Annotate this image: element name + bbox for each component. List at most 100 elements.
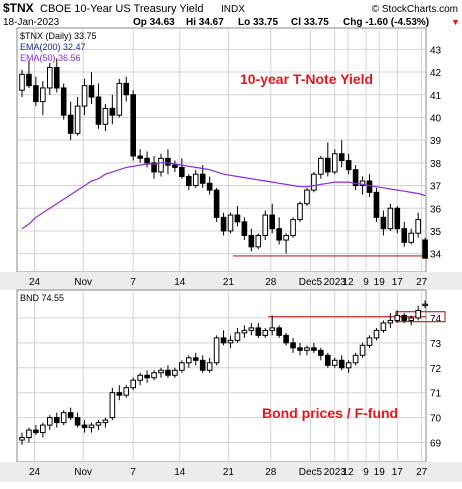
bnd-candle-body [137, 374, 143, 381]
bnd-x-tick-label: 17 [392, 467, 404, 478]
tnx-candle-body [422, 239, 428, 259]
tnx-x-tick-label: 19 [374, 277, 386, 288]
bnd-candle-body [338, 359, 345, 369]
tnx-x-tick-label: Nov [74, 277, 92, 288]
tnx-candle-body [283, 234, 289, 241]
bnd-candle-body [359, 344, 366, 356]
tnx-candle-body [220, 216, 227, 232]
bnd-x-tick-label: 2023 [324, 467, 347, 478]
tnx-y-tick-label: 42 [430, 68, 442, 79]
top-x-axis: 24 Nov 7 14 21 28 Dec5 12 19 27 2023 9 17 [29, 277, 428, 288]
bnd-candle-body [130, 379, 136, 389]
tnx-candle-body [165, 157, 171, 166]
ema50-legend: EMA(50) 36.56 [20, 53, 81, 63]
bnd-y-tick-label: 70 [430, 414, 442, 425]
bnd-x-tick-label: 12 [342, 467, 354, 478]
bnd-candle-body [179, 362, 185, 371]
bnd-candle-body [192, 357, 199, 361]
bnd-x-tick-label: 7 [130, 467, 136, 478]
bnd-candle-body [290, 342, 296, 349]
date-label: 18-Jan-2023 [3, 17, 60, 28]
tnx-y-tick-label: 43 [430, 45, 442, 56]
bnd-candle-body [401, 314, 408, 321]
bnd-candle-body [206, 362, 213, 371]
bnd-candle-body [283, 334, 289, 344]
tnx-x-tick-label: 17 [392, 277, 404, 288]
down-arrow-icon: ▼ [451, 17, 460, 27]
tnx-candle-body [394, 207, 401, 230]
tnx-candle-body [144, 157, 150, 164]
bnd-candle-body [53, 417, 60, 424]
tnx-x-tick-label: 21 [223, 277, 235, 288]
exchange-label: INDX [221, 4, 245, 15]
symbol-label: $TNX [3, 1, 34, 15]
tnx-candle-body [40, 87, 46, 103]
tnx-x-tick-label: 2023 [324, 277, 347, 288]
tnx-legend-series: $TNX (Daily) 33.75 [20, 31, 97, 41]
tnx-candle-body [33, 85, 39, 103]
tnx-candle-body [95, 96, 102, 125]
bnd-panel: 74 73 72 71 70 69 [18, 291, 446, 461]
tnx-x-tick-label: 7 [130, 277, 136, 288]
bnd-legend-series: BND 74.55 [20, 293, 64, 303]
tnx-candle-body [116, 82, 123, 116]
tnx-candle-body [81, 85, 88, 107]
bnd-candle-body [81, 424, 88, 429]
tnx-candle-body [199, 173, 206, 184]
tnx-y-tick-label: 39 [430, 136, 442, 147]
bnd-candle-body [74, 417, 81, 426]
bnd-candle-body [19, 437, 25, 441]
copyright-label: © StockCharts.com [372, 4, 458, 15]
tnx-candle-body [234, 214, 241, 223]
tnx-candle-body [401, 228, 408, 243]
bnd-candle-body [123, 387, 130, 396]
bnd-candle-body [199, 359, 206, 371]
bnd-x-tick-label: Nov [74, 467, 92, 478]
bnd-candle-body [158, 369, 164, 374]
bnd-candle-body [33, 429, 39, 434]
bnd-candle-body [186, 357, 192, 364]
bnd-candle-body [248, 327, 255, 331]
tnx-candle-body [74, 105, 81, 134]
bnd-candle-body [304, 347, 310, 351]
tnx-candle-body [276, 228, 282, 241]
tnx-legend: $TNX (Daily) 33.75 EMA(200) 32.47 EMA(50… [20, 31, 97, 63]
tnx-annotation: 10-year T-Note Yield [240, 71, 373, 87]
tnx-x-tick-label: 27 [416, 277, 428, 288]
tnx-candle-body [192, 173, 199, 187]
tnx-candle-body [158, 157, 164, 173]
bnd-candle-body [331, 359, 338, 366]
tnx-candle-body [47, 67, 53, 89]
tnx-candle-body [311, 173, 317, 191]
tnx-candle-body [137, 155, 143, 159]
bnd-x-tick-label: 27 [416, 467, 428, 478]
tnx-y-tick-label: 35 [430, 227, 442, 238]
bnd-x-tick-label: 21 [223, 467, 235, 478]
tnx-candle-body [352, 169, 359, 187]
tnx-candle-body [269, 214, 275, 230]
bnd-candle-body [387, 319, 394, 324]
bnd-y-tick-label: 74 [430, 314, 442, 325]
tnx-candle-body [102, 107, 109, 125]
quote-low: Lo 33.75 [238, 17, 278, 28]
bnd-candle-body [255, 327, 262, 336]
bnd-x-tick-label: 28 [265, 467, 277, 478]
tnx-candle-body [387, 207, 394, 230]
tnx-candle-body [380, 216, 387, 230]
quote-change: Chg -1.60 (-4.53%) [343, 17, 429, 28]
bnd-candle-body [40, 424, 46, 434]
tnx-candle-body [290, 219, 296, 236]
bnd-candle-body [151, 372, 157, 379]
tnx-candle-body [26, 73, 32, 87]
bnd-candle-body [47, 417, 53, 426]
tnx-candle-body [60, 87, 67, 116]
tnx-x-tick-label: 12 [342, 277, 354, 288]
bnd-candle-body [325, 354, 331, 366]
bnd-y-tick-label: 73 [430, 339, 442, 350]
bnd-x-tick-label: 14 [174, 467, 186, 478]
bnd-candle-body [165, 369, 171, 376]
bnd-candle-body [380, 322, 387, 331]
ema200-legend: EMA(200) 32.47 [20, 42, 86, 52]
